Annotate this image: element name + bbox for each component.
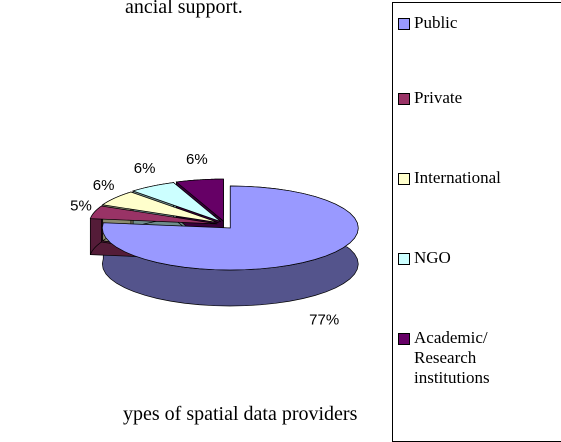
- legend-label: Private: [414, 88, 463, 107]
- legend-item: Academic/ Research institutions: [398, 328, 504, 388]
- document-text: ypes of spatial data providers: [123, 403, 358, 425]
- pie-slice: [89, 205, 218, 225]
- data-label: 6%: [134, 160, 156, 177]
- document-text: ancial support.: [125, 0, 243, 18]
- legend-item: Public: [398, 13, 457, 33]
- legend-label: International: [414, 168, 501, 187]
- pie-slice: [175, 178, 224, 222]
- data-label: 6%: [186, 151, 208, 168]
- legend-item: NGO: [398, 248, 451, 268]
- data-label: 77%: [309, 311, 339, 328]
- legend-swatch: [398, 173, 410, 185]
- legend-swatch: [398, 18, 410, 30]
- chart: 77%5%6%6%6%: [70, 151, 359, 328]
- legend-item: International: [398, 168, 501, 188]
- legend-swatch: [398, 253, 410, 265]
- page: ancial support. ypes of spatial data pro…: [70, 0, 561, 442]
- legend-label: Public: [414, 13, 458, 32]
- data-label: 5%: [70, 198, 92, 215]
- pie-slice: [101, 191, 219, 223]
- pie-slice: [101, 185, 359, 271]
- legend-label: NGO: [414, 248, 451, 267]
- legend-label: Academic/ Research institutions: [414, 328, 490, 387]
- data-label: 6%: [93, 177, 115, 194]
- legend-item: Private: [398, 88, 462, 108]
- pie-slice: [131, 182, 221, 222]
- legend: Public Private International NGO Academic/ R…: [392, 2, 561, 442]
- legend-swatch: [398, 333, 410, 345]
- legend-swatch: [398, 93, 410, 105]
